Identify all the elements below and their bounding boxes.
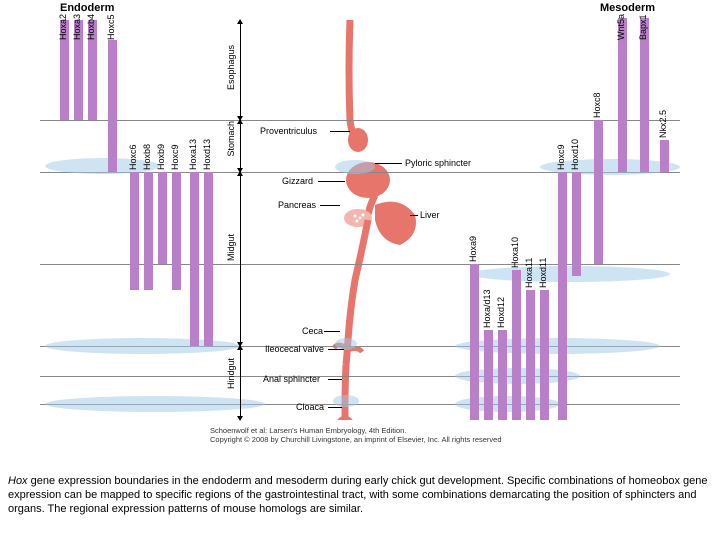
- region-label: Hindgut: [226, 358, 236, 389]
- organ-label: Pyloric sphincter: [405, 158, 471, 168]
- region-arrow: [240, 20, 241, 120]
- gene-label: Hoxd11: [538, 250, 548, 288]
- expression-bar: [204, 172, 213, 346]
- expression-bar: [526, 290, 535, 420]
- gene-label: Hoxc9: [556, 132, 566, 170]
- organ-leader: [324, 331, 340, 332]
- region-label: Esophagus: [226, 45, 236, 90]
- expression-diagram: Endoderm Mesoderm EsophagusStomachMidgut…: [40, 0, 680, 450]
- expression-bar: [190, 172, 199, 346]
- gene-label: Hoxd10: [570, 132, 580, 170]
- organ-leader: [328, 379, 342, 380]
- organ-label: Ileocecal valve: [265, 344, 324, 354]
- gene-label: Hoxd12: [496, 290, 506, 328]
- attribution: Schoenwolf et al: Larsen's Human Embryol…: [210, 426, 502, 444]
- boundary-line: [40, 120, 680, 121]
- gene-label: Bapx1: [638, 2, 648, 40]
- gene-label: Hoxa3: [72, 2, 82, 40]
- gene-label: Hoxa9: [468, 224, 478, 262]
- expression-bar: [144, 172, 153, 290]
- gene-label: Hoxc6: [128, 132, 138, 170]
- organ-label: Liver: [420, 210, 440, 220]
- sphincter-highlight: [45, 396, 265, 412]
- organ-label: Gizzard: [282, 176, 313, 186]
- expression-bar: [512, 270, 521, 420]
- organ-leader: [328, 349, 344, 350]
- sphincter-highlight: [470, 266, 670, 282]
- expression-bar: [108, 40, 117, 172]
- expression-bar: [618, 18, 627, 172]
- organ-leader: [330, 131, 350, 132]
- expression-bar: [498, 330, 507, 420]
- organ-label: Cloaca: [296, 402, 324, 412]
- attribution-line1: Schoenwolf et al: Larsen's Human Embryol…: [210, 426, 502, 435]
- caption-rest: gene expression boundaries in the endode…: [8, 475, 708, 515]
- expression-bar: [660, 140, 669, 172]
- gene-label: Hoxc5: [106, 2, 116, 40]
- organ-label: Anal sphincter: [263, 374, 320, 384]
- gene-label: Hoxb9: [156, 132, 166, 170]
- gene-label: Hoxa/d13: [482, 290, 492, 328]
- organ-leader: [318, 181, 345, 182]
- region-arrow: [240, 120, 241, 172]
- region-label: Stomach: [226, 121, 236, 157]
- gene-label: Hoxd13: [202, 132, 212, 170]
- gene-label: Wnt5a: [616, 2, 626, 40]
- boundary-line: [40, 376, 680, 377]
- gi-tract-illustration: [320, 20, 440, 420]
- gene-label: Hoxb8: [142, 132, 152, 170]
- region-arrow: [240, 346, 241, 420]
- expression-bar: [572, 172, 581, 276]
- gene-label: Hoxc8: [592, 80, 602, 118]
- caption-ital: Hox: [8, 475, 28, 487]
- organ-leader: [320, 205, 340, 206]
- sphincter-highlight: [333, 395, 359, 407]
- region-arrow: [240, 172, 241, 346]
- expression-bar: [540, 290, 549, 420]
- gene-label: Hoxb4: [86, 2, 96, 40]
- expression-bar: [470, 264, 479, 420]
- gene-label: Hoxa13: [188, 132, 198, 170]
- gene-label: Nkx2.5: [658, 100, 668, 138]
- expression-bar: [640, 18, 649, 172]
- sphincter-highlight: [335, 160, 375, 174]
- organ-label: Pancreas: [278, 200, 316, 210]
- organ-leader: [328, 407, 342, 408]
- expression-bar: [558, 172, 567, 420]
- organ-leader: [375, 163, 402, 164]
- expression-bar: [594, 120, 603, 264]
- organ-leader: [410, 215, 418, 216]
- organ-label: Proventriculus: [260, 126, 317, 136]
- gene-label: Hoxa2: [58, 2, 68, 40]
- expression-bar: [172, 172, 181, 290]
- expression-bar: [130, 172, 139, 290]
- region-label: Midgut: [226, 234, 236, 261]
- expression-bar: [158, 172, 167, 264]
- gene-label: Hoxa10: [510, 230, 520, 268]
- gene-label: Hoxa11: [524, 250, 534, 288]
- attribution-line2: Copyright © 2008 by Churchill Livingston…: [210, 435, 502, 444]
- expression-bar: [484, 330, 493, 420]
- figure-caption: Hox gene expression boundaries in the en…: [8, 475, 712, 516]
- organ-label: Ceca: [302, 326, 323, 336]
- gene-label: Hoxc9: [170, 132, 180, 170]
